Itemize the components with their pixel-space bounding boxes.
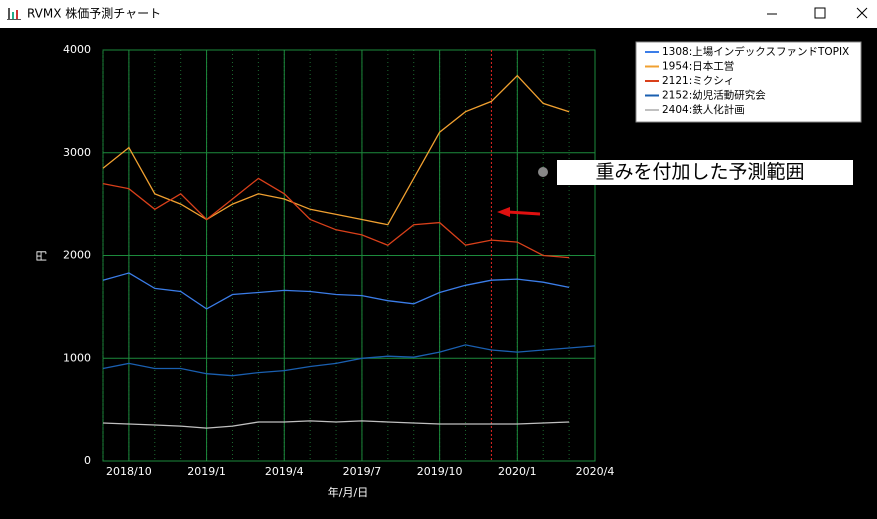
x-tick-label: 2019/7	[343, 465, 382, 478]
legend-label: 1954:日本工営	[662, 60, 734, 73]
y-tick-label: 3000	[63, 146, 91, 159]
y-tick-label: 0	[84, 454, 91, 467]
legend-label: 2121:ミクシィ	[662, 75, 734, 87]
series-line	[102, 272, 570, 310]
x-axis-label: 年/月/日	[328, 485, 368, 499]
plot: 0 1000 2000 3000 4000 2018/10 2019/1 2019/4 2019…	[63, 43, 614, 478]
window-title: RVMX 株価予測チャート	[27, 6, 161, 21]
series-line	[102, 177, 570, 259]
app-icon	[7, 8, 21, 20]
annotation-text: 重みを付加した予測範囲	[595, 161, 804, 183]
x-tick-label: 2019/1	[187, 465, 226, 478]
series-line	[102, 344, 596, 377]
x-tick-label: 2019/10	[417, 465, 463, 478]
x-tick-label: 2020/4	[576, 465, 615, 478]
y-axis-label: 円	[35, 251, 48, 262]
title-bar	[0, 0, 877, 28]
series-line	[102, 74, 570, 226]
annotation-box	[557, 160, 853, 185]
legend-label: 1308:上場インデックスファンドTOPIX	[662, 45, 849, 58]
legend: 1308:上場インデックスファンドTOPIX 1954:日本工営 2121:ミクシィ…	[635, 41, 862, 123]
close-button[interactable]	[856, 7, 868, 19]
x-tick-label: 2019/4	[265, 465, 304, 478]
annotation-arrow	[507, 210, 541, 216]
annotation-arrowhead	[497, 207, 510, 217]
legend-label: 2152:幼児活動研究会	[662, 89, 766, 102]
series-line	[102, 420, 570, 429]
annotation-dot	[538, 167, 548, 177]
y-tick-label: 2000	[63, 249, 91, 262]
x-tick-label: 2020/1	[498, 465, 537, 478]
legend-label: 2404:鉄人化計画	[662, 103, 745, 116]
y-tick-label: 4000	[63, 43, 91, 56]
y-tick-label: 1000	[63, 351, 91, 364]
annotation: 重みを付加した予測範囲	[497, 160, 853, 217]
legend-box	[635, 41, 862, 123]
x-tick-label: 2018/10	[106, 465, 152, 478]
maximize-button[interactable]	[814, 7, 826, 19]
